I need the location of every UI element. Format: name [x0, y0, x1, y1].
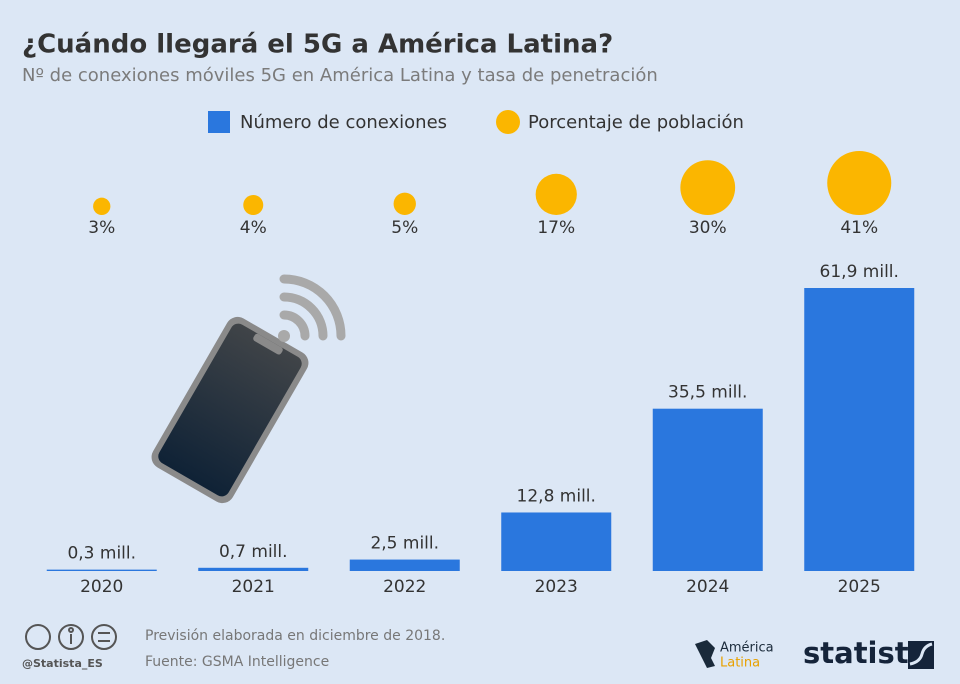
- bubble: [680, 160, 736, 215]
- chart-subtitle: Nº de conexiones móviles 5G en América L…: [22, 65, 658, 86]
- x-tick-label: 2024: [686, 577, 729, 597]
- bar-value-label: 0,7 mill.: [219, 542, 288, 562]
- bubble: [535, 173, 577, 215]
- bubble-value-label: 3%: [88, 218, 115, 238]
- legend-swatch: [496, 110, 520, 134]
- bar: [349, 559, 460, 571]
- x-tick-label: 2022: [383, 577, 426, 597]
- bar-value-label: 35,5 mill.: [668, 383, 747, 403]
- bar-value-label: 2,5 mill.: [370, 534, 439, 554]
- bubble-value-label: 30%: [689, 218, 727, 238]
- bubble: [393, 192, 416, 215]
- x-tick-label: 2021: [232, 577, 275, 597]
- america-latina-icon: [695, 640, 715, 668]
- wifi-icon: [278, 274, 346, 342]
- bar: [804, 288, 915, 571]
- logo-america: América: [720, 641, 774, 656]
- legend-label: Número de conexiones: [240, 112, 447, 133]
- bubble: [93, 197, 111, 216]
- bar-value-label: 0,3 mill.: [67, 544, 136, 564]
- statista-icon-wave: [909, 642, 933, 666]
- credit: @Statista_ES: [22, 657, 103, 670]
- bar: [652, 408, 763, 571]
- bubble-value-label: 4%: [240, 218, 267, 238]
- bar-value-label: 12,8 mill.: [517, 486, 596, 506]
- bubble-value-label: 17%: [537, 218, 575, 238]
- bar: [46, 569, 157, 571]
- x-tick-label: 2025: [838, 577, 881, 597]
- logo-statista: statista: [803, 636, 928, 670]
- note: Previsión elaborada en diciembre de 2018…: [145, 628, 445, 644]
- bar: [501, 512, 612, 571]
- chart-title: ¿Cuándo llegará el 5G a América Latina?: [22, 30, 613, 60]
- bar: [198, 567, 309, 571]
- legend-swatch: [208, 111, 230, 133]
- x-tick-label: 2020: [80, 577, 123, 597]
- bar-value-label: 61,9 mill.: [820, 262, 899, 282]
- bubble-value-label: 5%: [391, 218, 418, 238]
- bubble: [243, 195, 264, 215]
- phone-illustration: [151, 316, 309, 504]
- logo-latina: Latina: [720, 656, 760, 671]
- license-icons: [25, 624, 117, 650]
- bubble-value-label: 41%: [840, 218, 878, 238]
- bubble: [827, 150, 892, 215]
- source: Fuente: GSMA Intelligence: [145, 654, 329, 670]
- x-tick-label: 2023: [535, 577, 578, 597]
- legend-label: Porcentaje de población: [528, 112, 744, 133]
